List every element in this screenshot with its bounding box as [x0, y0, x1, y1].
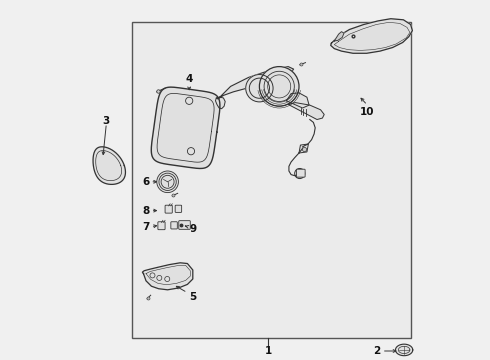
Polygon shape [288, 103, 324, 120]
Circle shape [157, 171, 178, 193]
Polygon shape [331, 19, 413, 53]
FancyBboxPatch shape [296, 169, 305, 177]
Circle shape [157, 275, 162, 280]
Circle shape [259, 67, 299, 106]
Text: 6: 6 [143, 177, 149, 187]
Polygon shape [299, 144, 308, 153]
FancyBboxPatch shape [175, 205, 182, 212]
Circle shape [165, 276, 170, 282]
Text: 5: 5 [189, 292, 196, 302]
Circle shape [294, 168, 305, 179]
Polygon shape [143, 263, 193, 290]
Text: 8: 8 [143, 206, 149, 216]
FancyBboxPatch shape [165, 205, 172, 213]
Polygon shape [216, 67, 294, 99]
Text: 2: 2 [373, 346, 380, 356]
Polygon shape [286, 93, 309, 108]
Text: 9: 9 [189, 224, 196, 234]
Polygon shape [334, 32, 344, 41]
Text: 1: 1 [265, 346, 272, 356]
Bar [132, 22, 411, 338]
Text: 3: 3 [103, 116, 110, 126]
Circle shape [245, 75, 273, 102]
FancyBboxPatch shape [171, 222, 177, 229]
Polygon shape [395, 344, 413, 356]
Polygon shape [93, 147, 125, 184]
FancyBboxPatch shape [158, 222, 165, 230]
Circle shape [187, 148, 195, 155]
Polygon shape [151, 87, 220, 168]
Text: 4: 4 [186, 74, 193, 84]
Text: 7: 7 [142, 222, 149, 232]
Polygon shape [216, 97, 225, 109]
Circle shape [186, 97, 193, 104]
Circle shape [150, 273, 155, 278]
FancyBboxPatch shape [179, 221, 190, 229]
Text: 10: 10 [360, 107, 375, 117]
